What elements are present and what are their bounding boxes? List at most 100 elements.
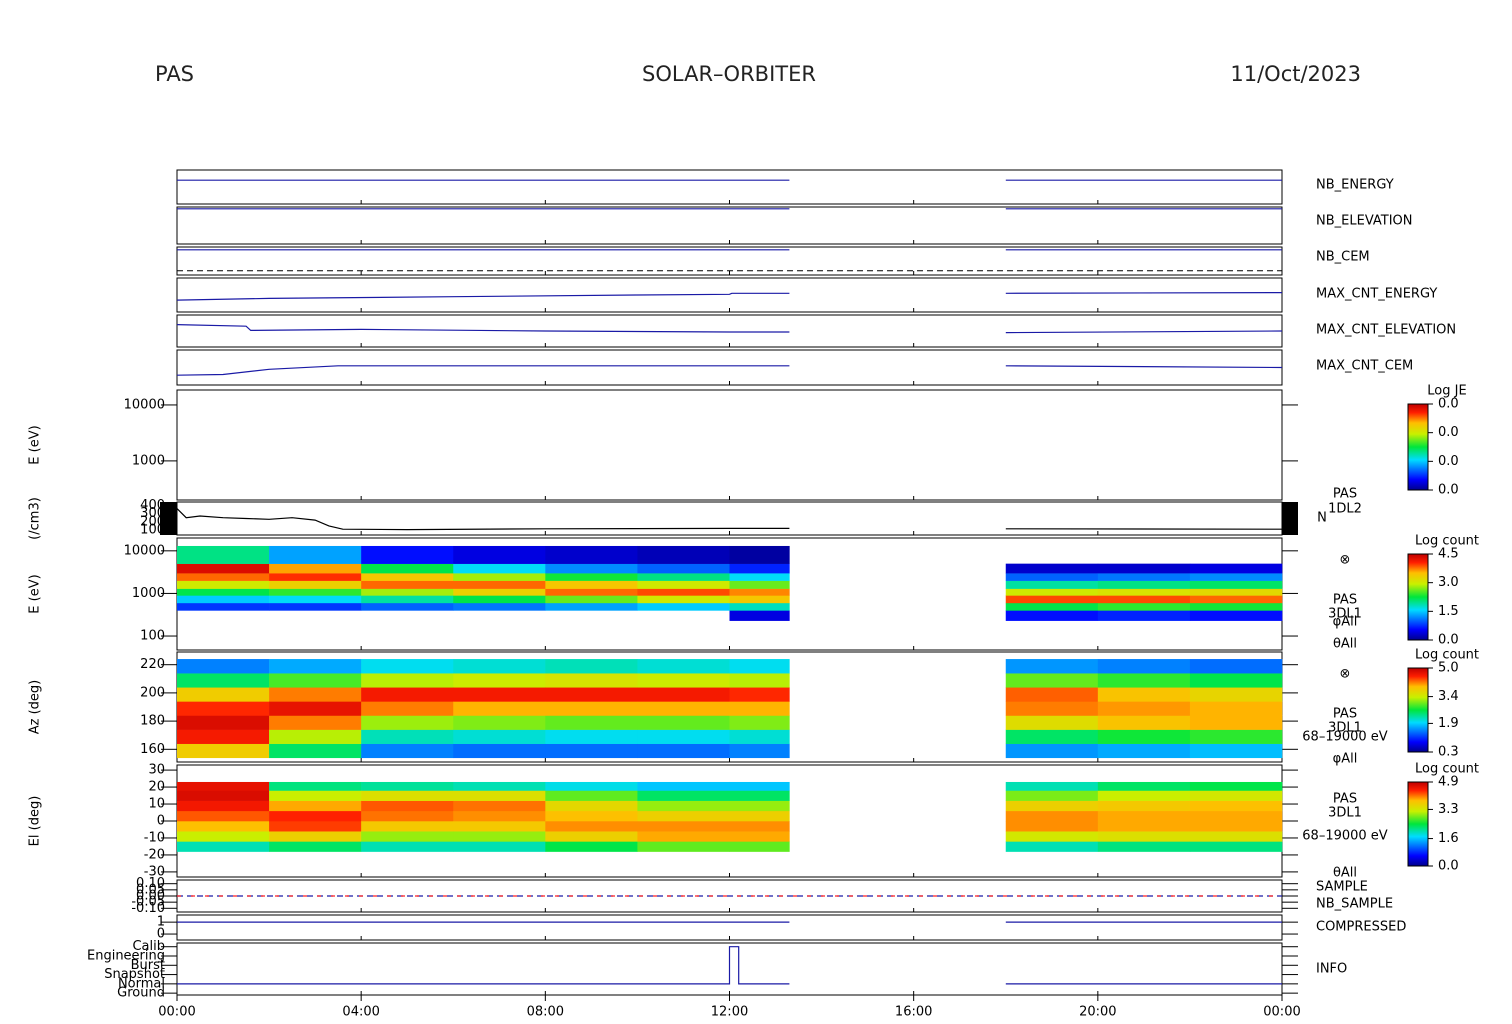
- annotation: ⊗: [1340, 667, 1351, 682]
- heatmap-cell: [1189, 715, 1283, 730]
- heatmap-cell: [729, 580, 790, 589]
- heatmap-cell: [177, 841, 270, 852]
- y-tick-label: -30: [144, 864, 165, 879]
- y-tick-label: 0: [157, 814, 165, 829]
- heatmap-cell: [637, 729, 730, 744]
- heatmap-cell: [361, 790, 454, 801]
- heatmap-cell: [269, 810, 362, 822]
- heatmap-cell: [177, 810, 270, 822]
- y-tick-label: 200: [140, 514, 165, 529]
- heatmap-cell: [269, 563, 362, 574]
- header-left: PAS: [155, 62, 194, 86]
- heatmap-cell: [361, 563, 454, 574]
- heatmap-cell: [269, 743, 362, 759]
- colorbar-title: Log count: [1415, 534, 1479, 549]
- heatmap-cell: [545, 573, 638, 581]
- y-tick-label: 10000: [124, 397, 165, 412]
- heatmap-cell: [1189, 602, 1283, 611]
- heatmap-cell: [1005, 588, 1099, 596]
- heatmap-cell: [1189, 781, 1283, 791]
- colorbar: [1407, 553, 1429, 641]
- heatmap-cell: [1189, 800, 1283, 812]
- heatmap-cell: [637, 659, 730, 674]
- annotation: θAll: [1333, 637, 1357, 652]
- colorbar-tick-label: 0.0: [1438, 633, 1459, 648]
- heatmap-cell: [361, 595, 454, 604]
- heatmap-cell: [269, 729, 362, 744]
- heatmap-cell: [637, 821, 730, 832]
- heatmap-cell: [1189, 659, 1283, 674]
- y-tick-label: -0.10: [131, 901, 165, 916]
- fill-block: [1282, 502, 1298, 535]
- x-tick-label: 12:00: [711, 1005, 748, 1020]
- y-axis-label: (/cm3): [28, 497, 43, 540]
- panel-frame: [176, 501, 1283, 536]
- panel-frame: [176, 389, 1283, 501]
- heatmap-cell: [269, 701, 362, 716]
- colorbar-tick-label: 4.9: [1438, 775, 1459, 790]
- heatmap-cell: [1189, 821, 1283, 832]
- heatmap-cell: [361, 701, 454, 716]
- y-tick-label: 1: [157, 915, 165, 930]
- heatmap-cell: [1005, 831, 1099, 842]
- colorbar-tick-label: 1.9: [1438, 716, 1459, 731]
- heatmap-cell: [1097, 687, 1191, 702]
- heatmap-cell: [361, 800, 454, 812]
- heatmap-cell: [1189, 810, 1283, 822]
- y-tick-label: Burst: [131, 958, 165, 973]
- heatmap-cell: [1189, 588, 1283, 596]
- heatmap-cell: [729, 781, 790, 791]
- y-tick-label: 0.00: [136, 889, 165, 904]
- heatmap-cell: [361, 673, 454, 688]
- heatmap-cell: [545, 831, 638, 842]
- y-tick-label: 10000: [124, 543, 165, 558]
- heatmap-cell: [1097, 781, 1191, 791]
- heatmap-cell: [177, 595, 270, 604]
- heatmap-cell: [637, 781, 730, 791]
- annotation: φAll: [1333, 615, 1358, 630]
- heatmap-cell: [453, 563, 546, 574]
- heatmap-cell: [269, 821, 362, 832]
- heatmap-cell: [361, 821, 454, 832]
- y-tick-label: -20: [144, 847, 165, 862]
- panel-frame: [176, 349, 1283, 386]
- heatmap-cell: [729, 687, 790, 702]
- heatmap-cell: [1189, 790, 1283, 801]
- annotation: PAS: [1333, 792, 1357, 807]
- heatmap-cell: [177, 831, 270, 842]
- heatmap-cell: [269, 687, 362, 702]
- heatmap-cell: [177, 790, 270, 801]
- heatmap-cell: [637, 602, 730, 611]
- heatmap-cell: [1097, 729, 1191, 744]
- annotation: φAll: [1333, 752, 1358, 767]
- heatmap-cell: [545, 841, 638, 852]
- heatmap-cell: [177, 729, 270, 744]
- heatmap-cell: [545, 790, 638, 801]
- colorbar: [1407, 781, 1429, 867]
- annotation: PAS: [1333, 593, 1357, 608]
- panel-frame: [176, 314, 1283, 348]
- heatmap-cell: [729, 573, 790, 581]
- heatmap-cell: [269, 800, 362, 812]
- heatmap-cell: [637, 790, 730, 801]
- heatmap-cell: [1097, 588, 1191, 596]
- heatmap-cell: [545, 743, 638, 759]
- colorbar-tick-label: 0.3: [1438, 745, 1459, 760]
- heatmap-cell: [1189, 580, 1283, 589]
- heatmap-cell: [177, 715, 270, 730]
- heatmap-cell: [545, 588, 638, 596]
- heatmap-cell: [269, 831, 362, 842]
- heatmap-cell: [453, 673, 546, 688]
- fill-block: [160, 502, 177, 535]
- heatmap-cell: [729, 729, 790, 744]
- heatmap-cell: [453, 701, 546, 716]
- series-label: NB_ELEVATION: [1316, 214, 1413, 229]
- heatmap-cell: [637, 595, 730, 604]
- heatmap-cell: [1097, 701, 1191, 716]
- series-label: MAX_CNT_CEM: [1316, 359, 1413, 374]
- y-axis-label: El (deg): [28, 796, 43, 847]
- series-label: MAX_CNT_ELEVATION: [1316, 323, 1456, 338]
- heatmap-cell: [177, 573, 270, 581]
- heatmap-cell: [729, 545, 790, 564]
- heatmap-cell: [729, 831, 790, 842]
